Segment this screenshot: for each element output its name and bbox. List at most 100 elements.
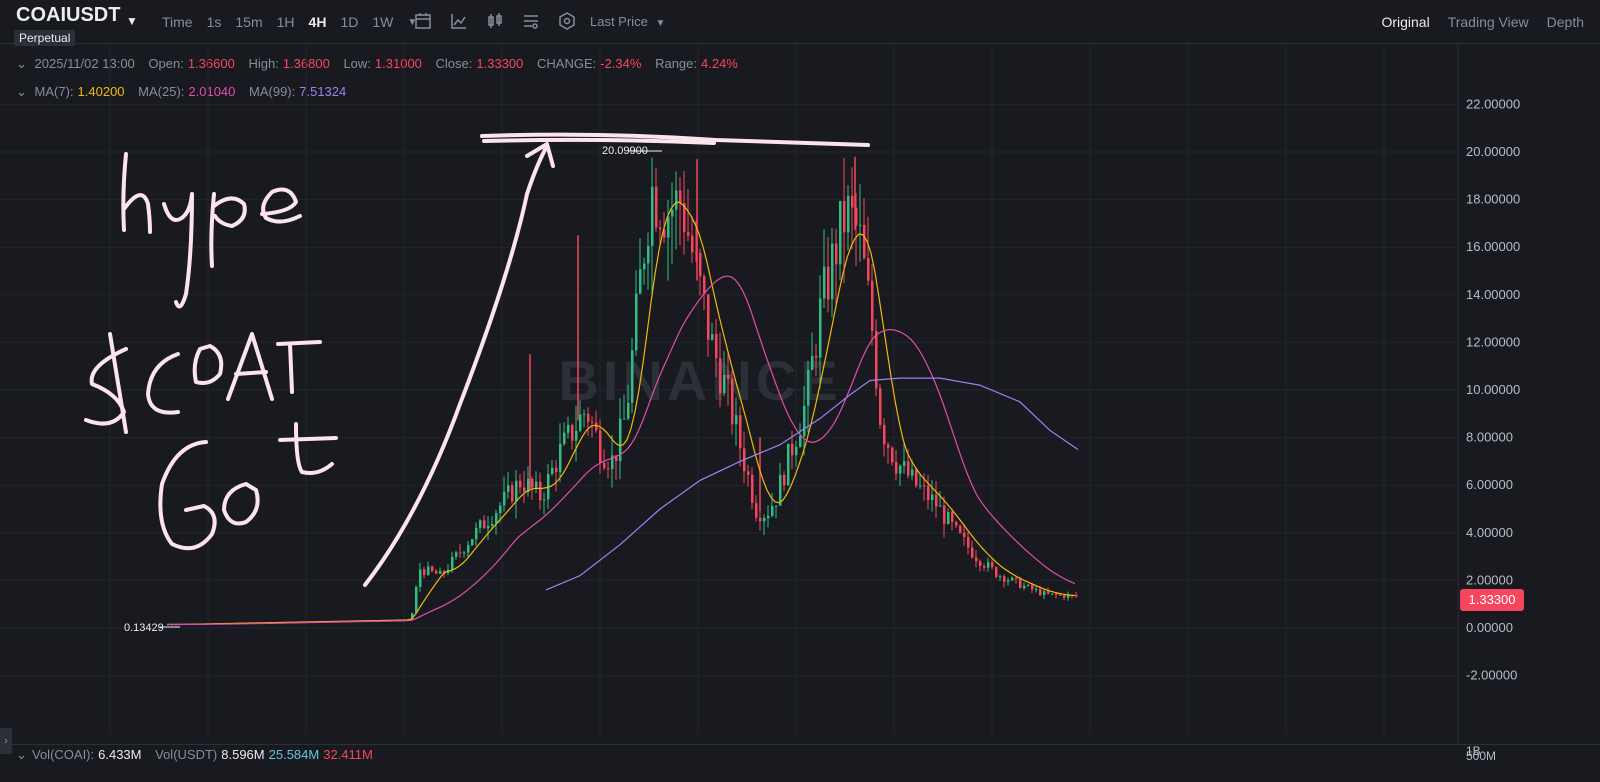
calendar-icon[interactable] [414,12,434,32]
candle-body [907,461,910,476]
candle-body [915,469,918,486]
candle-body [411,613,414,620]
symbol-title[interactable]: COAIUSDT [16,4,121,26]
candlestick-icon[interactable] [486,12,506,32]
collapse-ma-icon[interactable]: ⌄ [16,84,27,99]
candle-body [667,216,670,238]
candle-body [455,552,458,557]
settings-sliders-icon[interactable] [522,12,542,32]
annotation-letter-p [209,192,247,268]
interval-1s[interactable]: 1s [206,14,222,30]
candle-body [439,570,442,574]
candle-body [831,243,834,300]
tab-trading-view[interactable]: Trading View [1447,14,1529,30]
collapse-volume-icon[interactable]: ⌄ [16,747,27,762]
candle-body [815,355,818,358]
candle-body [963,532,966,537]
candle-body [931,494,934,501]
tab-original[interactable]: Original [1381,14,1430,30]
candle-body [835,243,838,265]
candle-body [655,186,658,228]
candle-body [755,503,758,518]
collapse-ohlc-icon[interactable]: ⌄ [16,56,27,71]
price-type-label: Last Price [590,14,648,29]
ma25-label: MA(25): [138,84,185,99]
price-tick-label: 10.00000 [1466,382,1520,397]
binance-watermark: BINANCE [558,349,841,412]
candle-body [839,200,842,265]
price-type-dropdown[interactable]: Last Price ▼ [590,14,665,29]
candle-body [523,487,526,492]
candle-body [543,499,546,501]
candle-body [879,388,882,425]
candle-body [703,276,706,295]
tab-depth[interactable]: Depth [1546,14,1584,30]
candle-body [635,293,638,351]
candle-body [1059,594,1062,596]
candle-body [783,474,786,486]
annotation-letter-i [276,340,322,394]
interval-4h[interactable]: 4H [308,14,327,30]
interval-1w[interactable]: 1W [372,14,394,30]
candle-body [779,474,782,506]
candle-body [1023,585,1026,589]
candle-body [923,485,926,487]
annotation-arrow-line [363,144,549,587]
range-value: 4.24% [701,56,738,71]
candle-body [999,576,1002,578]
candle-body [847,195,850,233]
candle-body [799,436,802,447]
candle-body [683,203,686,233]
interval-time[interactable]: Time [162,14,193,30]
candle-body [811,355,814,370]
candle-body [927,485,930,501]
candle-body [571,424,574,441]
annotation-letter-e [260,187,302,224]
hexagon-settings-icon[interactable] [558,12,578,32]
price-tick-label: 4.00000 [1466,525,1513,540]
ma7-line [166,201,1076,626]
interval-more-icon[interactable]: ▼ [407,17,418,28]
candle-body [995,567,998,577]
price-tick-label: 20.00000 [1466,144,1520,159]
view-tabs: Original Trading View Depth [1363,14,1584,30]
volume-axis: 1B 500M [1466,745,1496,763]
close-value: 1.33300 [476,56,524,71]
candle-body [943,505,946,524]
candle-body [555,467,558,473]
candle-body [935,494,938,507]
high-marker: 20.09900 [602,145,648,157]
vol-coai-label: Vol(COAI): [32,747,95,762]
line-chart-icon[interactable] [450,12,470,32]
candle-body [723,374,726,394]
interval-1h[interactable]: 1H [276,14,295,30]
symbol-dropdown-icon[interactable]: ▼ [126,14,138,28]
candle-body [803,405,806,437]
range-label: Range: [655,56,697,71]
annotation-letter-c [146,352,180,415]
candle-body [727,374,730,379]
candle-body [967,536,970,548]
candle-body [887,444,890,448]
price-chart[interactable]: BINANCE 22.00000 20.00000 18.00000 16.00000… [0,44,1600,744]
candle-body [511,485,514,502]
interval-1d[interactable]: 1D [340,14,359,30]
candle-body [719,358,722,394]
price-tick-label: 18.00000 [1466,192,1520,207]
price-tick-label: 2.00000 [1466,572,1513,587]
candle-body [527,478,530,492]
price-tick-label: 12.00000 [1466,334,1520,349]
price-tick-label: 6.00000 [1466,477,1513,492]
candle-body [671,209,674,217]
candle-body [843,200,846,233]
candle-body [883,424,886,445]
candle-body [1039,589,1042,595]
price-tick-label: -2.00000 [1466,668,1517,683]
candle-body [663,229,666,238]
price-tick-label: 16.00000 [1466,239,1520,254]
candle-body [1027,584,1030,586]
interval-15m[interactable]: 15m [235,14,263,30]
candle-body [691,235,694,253]
volume-pane-toggle[interactable]: › [0,728,12,754]
price-tick-label: 0.00000 [1466,620,1513,635]
